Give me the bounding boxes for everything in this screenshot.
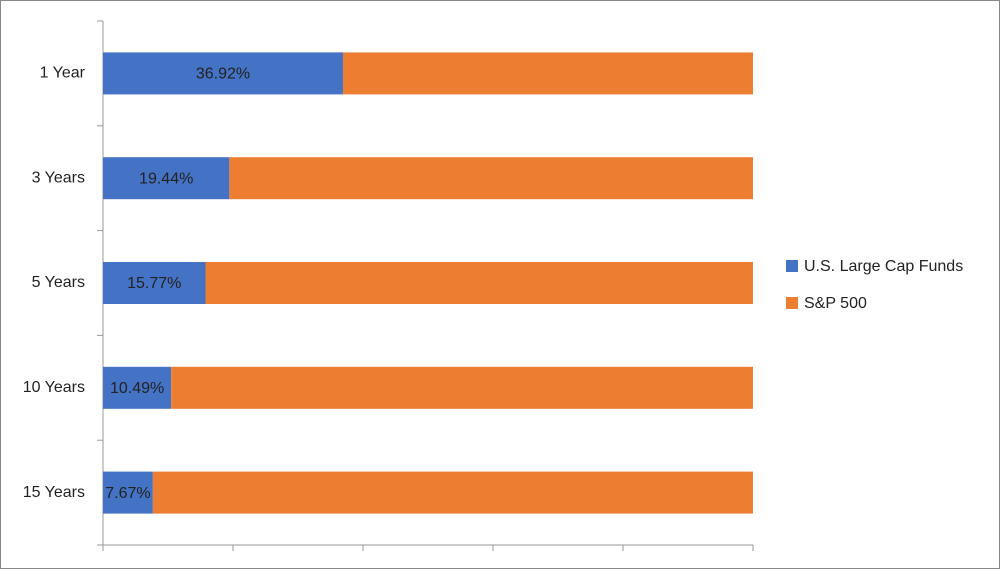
bar-segment [103, 157, 230, 200]
bar-segment [171, 366, 753, 409]
y-tick-label: 3 Years [32, 169, 85, 186]
legend-swatch [786, 260, 798, 272]
bar-segment [229, 157, 754, 200]
legend-label: U.S. Large Cap Funds [804, 258, 963, 275]
data-label: 7.67% [105, 485, 150, 502]
data-label: 36.92% [196, 66, 250, 83]
y-tick-label: 5 Years [32, 274, 85, 291]
data-label: 15.77% [127, 275, 181, 292]
y-tick-label: 15 Years [23, 484, 85, 501]
bar-segment [342, 52, 753, 95]
bar-segment [103, 52, 343, 95]
bar-segment [152, 471, 754, 514]
bar-segment [205, 262, 753, 304]
legend-swatch [786, 297, 798, 309]
bar-segment [103, 366, 172, 409]
data-label: 19.44% [139, 170, 193, 187]
data-label: 10.49% [110, 380, 164, 397]
y-tick-label: 1 Year [40, 65, 86, 82]
bar-segment [103, 471, 153, 514]
y-tick-label: 10 Years [23, 379, 85, 396]
legend-label: S&P 500 [804, 295, 867, 312]
bar-segment [103, 262, 206, 304]
